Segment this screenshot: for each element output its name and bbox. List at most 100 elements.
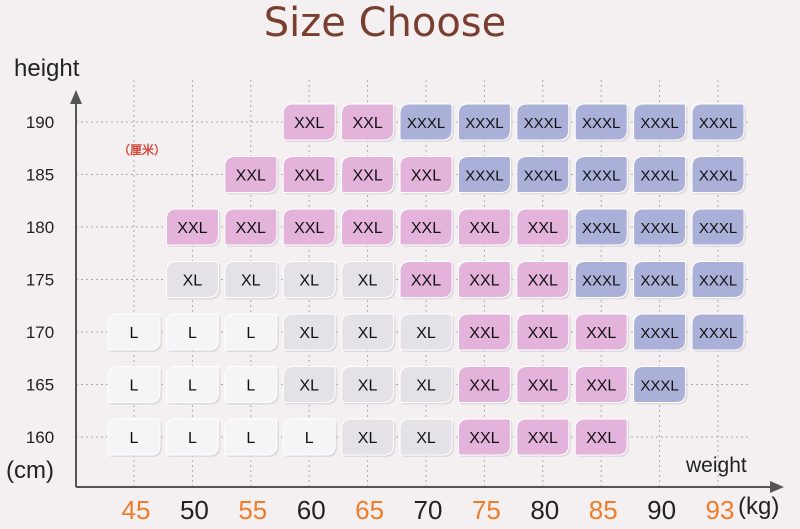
size-cell-xxl: XXL [282, 103, 338, 142]
y-tick-label: 165 [26, 376, 54, 395]
size-cell-xxxl: XXXL [633, 261, 688, 300]
size-cell-label: XXL [177, 220, 207, 237]
size-cell-background [224, 156, 278, 193]
size-cell-l: L [282, 418, 338, 457]
size-cell-l: L [165, 313, 221, 352]
size-cell-label: XXXL [465, 168, 503, 185]
size-cell-xxl: XXL [457, 366, 513, 405]
size-cell-label: XXXL [699, 273, 737, 290]
size-cell-background [574, 103, 628, 141]
y-axis-unit: (cm) [6, 457, 54, 484]
size-cell-label: XXXL [407, 115, 445, 132]
size-cell-xxl: XXL [516, 208, 571, 247]
size-cell-label: XL [299, 273, 319, 290]
y-tick-label: 160 [26, 428, 54, 447]
x-tick-label: 90 [647, 495, 676, 525]
size-cell-xl: XL [341, 418, 396, 457]
size-cell-label: XXL [352, 220, 382, 237]
size-cell-background [633, 208, 687, 246]
size-cell-background [633, 313, 687, 351]
size-cell-background [633, 366, 687, 403]
size-cell-background [282, 418, 336, 456]
size-cell-label: L [188, 325, 197, 342]
y-tick-label: 175 [26, 271, 54, 290]
size-cell-label: L [188, 430, 197, 447]
size-cell-background [516, 418, 570, 456]
size-cell-label: XXXL [640, 168, 678, 185]
size-cell-background [107, 313, 161, 351]
y-tick-label: 190 [26, 113, 54, 132]
size-cell-label: L [246, 378, 255, 395]
size-cell-label: XXL [586, 430, 616, 447]
size-cell-xxl: XXL [457, 313, 513, 352]
size-cell-background [282, 156, 336, 193]
size-cell-l: L [224, 366, 279, 405]
size-cell-xxl: XXL [457, 208, 513, 247]
x-tick-label: 75 [472, 495, 501, 525]
size-cell-background [341, 366, 395, 403]
size-cell-xl: XL [399, 418, 454, 457]
size-cell-label: L [130, 325, 139, 342]
size-cell-background [574, 418, 628, 456]
size-cell-background [633, 156, 687, 193]
size-cell-label: XXL [294, 115, 324, 132]
size-cell-xxl: XXL [457, 418, 513, 457]
size-cell-background [165, 313, 219, 351]
size-cell-background [457, 313, 511, 351]
size-cell-label: L [188, 378, 197, 395]
x-tick-label: 55 [238, 495, 267, 525]
size-cell-label: XL [358, 430, 378, 447]
x-tick-label: 50 [180, 495, 209, 525]
size-cell-background [341, 418, 395, 456]
size-cell-background [516, 103, 570, 141]
size-cell-l: L [107, 313, 162, 352]
size-cell-background [107, 418, 161, 456]
size-cell-xxl: XXL [516, 366, 571, 405]
size-cell-background [341, 103, 395, 141]
size-cell-background [107, 366, 161, 403]
size-cell-label: L [130, 378, 139, 395]
size-cell-label: XXL [236, 168, 266, 185]
size-cell-xl: XL [399, 366, 454, 405]
size-cell-xxl: XXL [224, 208, 279, 247]
size-cell-xl: XL [282, 366, 338, 405]
size-cell-label: XXL [469, 430, 499, 447]
size-cell-background [282, 261, 336, 298]
size-cell-xxxl: XXXL [691, 261, 746, 300]
size-cell-label: XXXL [524, 115, 562, 132]
size-cell-label: XXL [236, 220, 266, 237]
size-cell-label: XXL [469, 378, 499, 395]
size-cells: XXL XXL XXXL XXXL XXXL XXXL XXXL XXXL XXL XXL XXL X… [107, 103, 746, 457]
size-cell-xxl: XXL [165, 208, 221, 247]
size-cell-background [399, 156, 453, 193]
x-axis-unit: (kg) [738, 493, 779, 520]
size-cell-l: L [107, 366, 162, 405]
size-cell-xxxl: XXXL [457, 156, 513, 195]
size-cell-label: XXL [294, 220, 324, 237]
size-cell-label: XXXL [582, 220, 620, 237]
size-cell-background [574, 261, 628, 298]
size-cell-xxl: XXL [574, 418, 630, 457]
size-cell-label: XXL [411, 273, 441, 290]
size-cell-xxl: XXL [457, 261, 513, 300]
size-cell-xxxl: XXXL [399, 103, 454, 142]
x-tick-label: 93 [706, 495, 735, 525]
size-cell-label: XXXL [640, 325, 678, 342]
size-cell-label: XXL [469, 325, 499, 342]
x-tick-label: 70 [414, 495, 443, 525]
size-cell-xxxl: XXXL [574, 261, 630, 300]
size-cell-label: XXL [586, 378, 616, 395]
size-cell-label: XXXL [640, 220, 678, 237]
size-cell-label: XXL [469, 273, 499, 290]
tick-labels: 190 185 180 175 170 165 160 45 50 55 60 65 70 75 80 85 9… [26, 113, 735, 525]
size-cell-xxxl: XXXL [691, 103, 746, 142]
size-cell-xxxl: XXXL [574, 208, 630, 247]
size-cell-l: L [224, 418, 279, 457]
size-cell-background [282, 208, 336, 246]
size-cell-xxl: XXL [399, 156, 454, 195]
size-cell-background [633, 103, 687, 141]
size-cell-background [341, 261, 395, 298]
size-cell-xxxl: XXXL [633, 366, 688, 405]
cm-annotation: （厘米） [118, 142, 166, 157]
